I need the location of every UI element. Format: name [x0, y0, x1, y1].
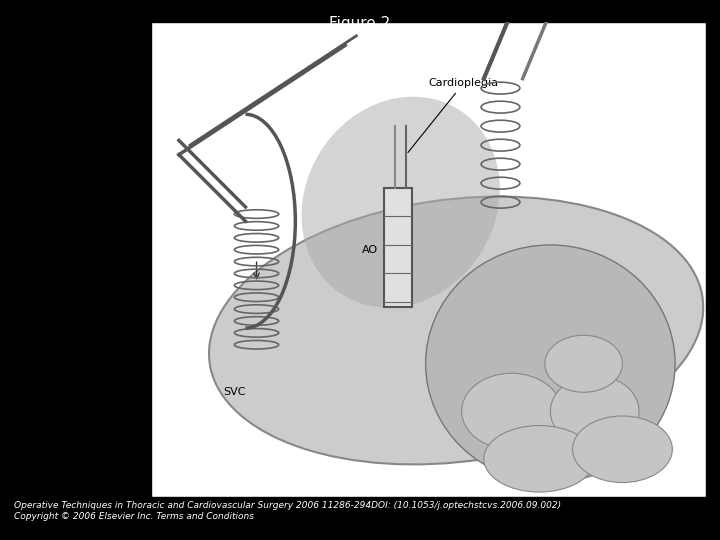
- Ellipse shape: [572, 416, 672, 483]
- Text: SVC: SVC: [223, 387, 246, 397]
- Ellipse shape: [484, 426, 595, 492]
- Ellipse shape: [550, 376, 639, 447]
- Ellipse shape: [545, 335, 623, 392]
- Text: Cardioplegia: Cardioplegia: [408, 78, 498, 152]
- Text: Figure 2: Figure 2: [329, 16, 391, 31]
- Bar: [384, 188, 412, 307]
- Ellipse shape: [462, 373, 562, 449]
- Ellipse shape: [209, 197, 703, 464]
- Text: Operative Techniques in Thoracic and Cardiovascular Surgery 2006 11286-294DOI: (: Operative Techniques in Thoracic and Car…: [14, 501, 562, 510]
- Ellipse shape: [426, 245, 675, 483]
- Text: Copyright © 2006 Elsevier Inc. Terms and Conditions: Copyright © 2006 Elsevier Inc. Terms and…: [14, 512, 254, 521]
- Text: AO: AO: [362, 245, 378, 255]
- Ellipse shape: [302, 97, 500, 308]
